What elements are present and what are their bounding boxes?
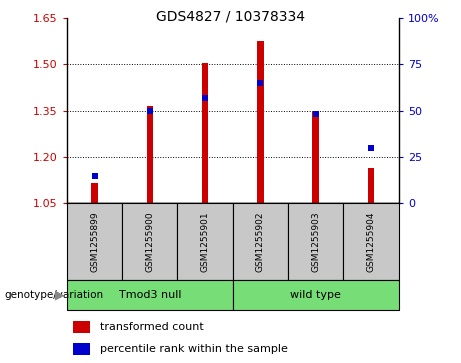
Bar [73,343,90,355]
Point [312,111,319,117]
Bar [233,280,399,310]
Bar [257,41,264,203]
Bar [313,112,319,203]
Bar [122,203,177,280]
Text: ▶: ▶ [55,289,65,301]
Bar [91,183,98,203]
Text: GSM1255903: GSM1255903 [311,211,320,272]
Text: percentile rank within the sample: percentile rank within the sample [100,344,288,354]
Text: GSM1255900: GSM1255900 [145,211,154,272]
Text: genotype/variation: genotype/variation [5,290,104,300]
Bar [343,203,399,280]
Text: GSM1255902: GSM1255902 [256,211,265,272]
Bar [177,203,233,280]
Bar [233,203,288,280]
Bar [368,168,374,203]
Point [91,172,98,178]
Text: GSM1255901: GSM1255901 [201,211,210,272]
Text: Tmod3 null: Tmod3 null [118,290,181,300]
Text: GDS4827 / 10378334: GDS4827 / 10378334 [156,9,305,23]
Point [201,95,209,101]
Point [367,145,375,151]
Text: wild type: wild type [290,290,341,300]
Text: GSM1255899: GSM1255899 [90,211,99,272]
Bar [147,106,153,203]
Bar [67,280,233,310]
Bar [67,203,122,280]
Point [146,108,154,114]
Point [257,80,264,86]
Bar [202,63,208,203]
Text: transformed count: transformed count [100,322,204,332]
Text: GSM1255904: GSM1255904 [366,211,376,272]
Bar [73,321,90,333]
Bar [288,203,343,280]
